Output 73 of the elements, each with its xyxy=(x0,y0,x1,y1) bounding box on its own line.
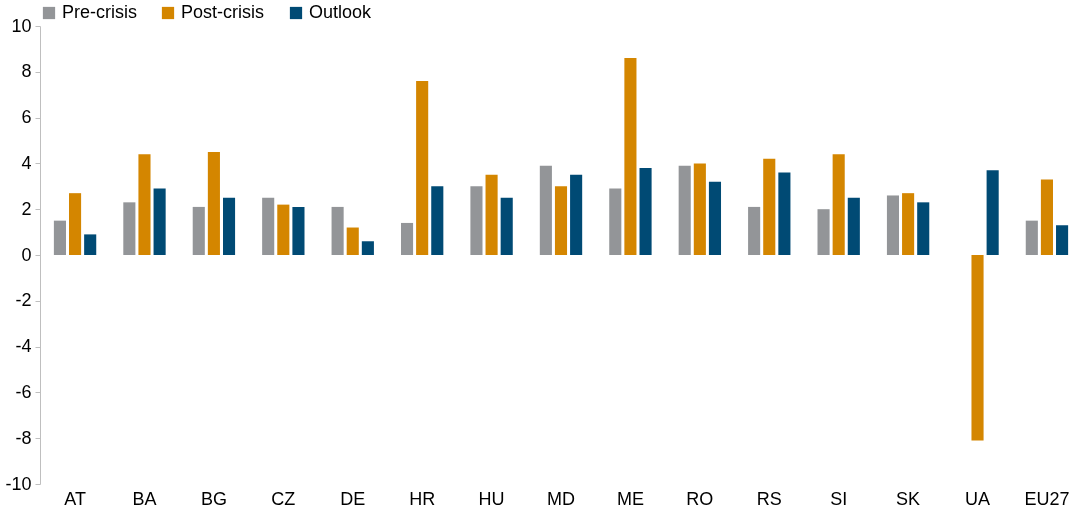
bar xyxy=(123,202,136,255)
bar xyxy=(886,195,900,255)
bar xyxy=(192,206,205,255)
bar xyxy=(262,197,275,255)
bar xyxy=(292,206,305,255)
bar xyxy=(485,174,498,255)
x-tick-label: DE xyxy=(340,488,366,509)
bar xyxy=(346,227,359,255)
x-tick-label: ME xyxy=(616,488,644,509)
y-tick-label: 2 xyxy=(21,198,32,219)
bar xyxy=(53,220,66,255)
x-tick-label: RO xyxy=(686,488,714,509)
bar xyxy=(207,151,220,255)
y-tick-label: 10 xyxy=(11,15,32,36)
bar xyxy=(917,202,930,255)
y-tick-label: -2 xyxy=(15,290,32,311)
bar xyxy=(817,209,830,255)
bar xyxy=(470,186,483,255)
x-tick-label: CZ xyxy=(271,488,296,509)
x-tick-label: BA xyxy=(132,488,157,509)
y-tick-label: -6 xyxy=(15,381,32,402)
y-tick-label: 8 xyxy=(21,61,32,82)
bar xyxy=(847,197,860,255)
x-tick-label: RS xyxy=(756,488,782,509)
legend-label: Outlook xyxy=(309,2,373,22)
bar xyxy=(153,188,166,255)
bar xyxy=(69,193,82,255)
bar xyxy=(554,186,568,255)
y-tick-label: 4 xyxy=(21,152,32,173)
y-tick-label: 6 xyxy=(21,107,32,128)
legend-label: Pre-crisis xyxy=(62,2,137,22)
bar xyxy=(222,197,236,255)
bar xyxy=(431,186,444,255)
y-tick-label: 0 xyxy=(21,244,32,265)
bar xyxy=(138,154,151,255)
y-tick-label: -4 xyxy=(15,336,32,357)
x-tick-label: SK xyxy=(896,488,921,509)
bar xyxy=(1040,179,1053,255)
bar xyxy=(748,206,761,255)
bar xyxy=(971,255,984,441)
bar xyxy=(570,174,583,255)
bar xyxy=(763,158,776,255)
x-tick-label: BG xyxy=(200,488,227,509)
bar xyxy=(539,165,552,255)
bar xyxy=(708,181,722,255)
bar xyxy=(416,80,429,255)
bar xyxy=(778,172,791,255)
bar xyxy=(1056,225,1069,255)
bar xyxy=(1025,220,1038,255)
x-tick-label: MD xyxy=(547,488,575,509)
x-tick-label: AT xyxy=(64,488,86,509)
bar xyxy=(361,241,374,255)
bar xyxy=(500,197,513,255)
bar xyxy=(639,167,652,255)
bar xyxy=(832,154,845,255)
bar xyxy=(84,234,97,255)
bar xyxy=(277,204,290,255)
x-tick-label: UA xyxy=(965,488,991,509)
x-tick-label: SI xyxy=(830,488,848,509)
x-tick-label: HR xyxy=(409,488,436,509)
bar xyxy=(624,58,637,255)
x-tick-label: HU xyxy=(478,488,505,509)
bar xyxy=(902,193,915,255)
x-tick-label: EU27 xyxy=(1024,488,1070,509)
bar xyxy=(986,170,999,255)
y-tick-label: -8 xyxy=(15,427,32,448)
y-tick-label: -10 xyxy=(5,473,32,494)
bar xyxy=(609,188,622,255)
bar xyxy=(693,163,706,255)
bar xyxy=(678,165,691,255)
legend-label: Post-crisis xyxy=(181,2,265,22)
bar xyxy=(331,206,344,255)
bar xyxy=(400,222,414,255)
